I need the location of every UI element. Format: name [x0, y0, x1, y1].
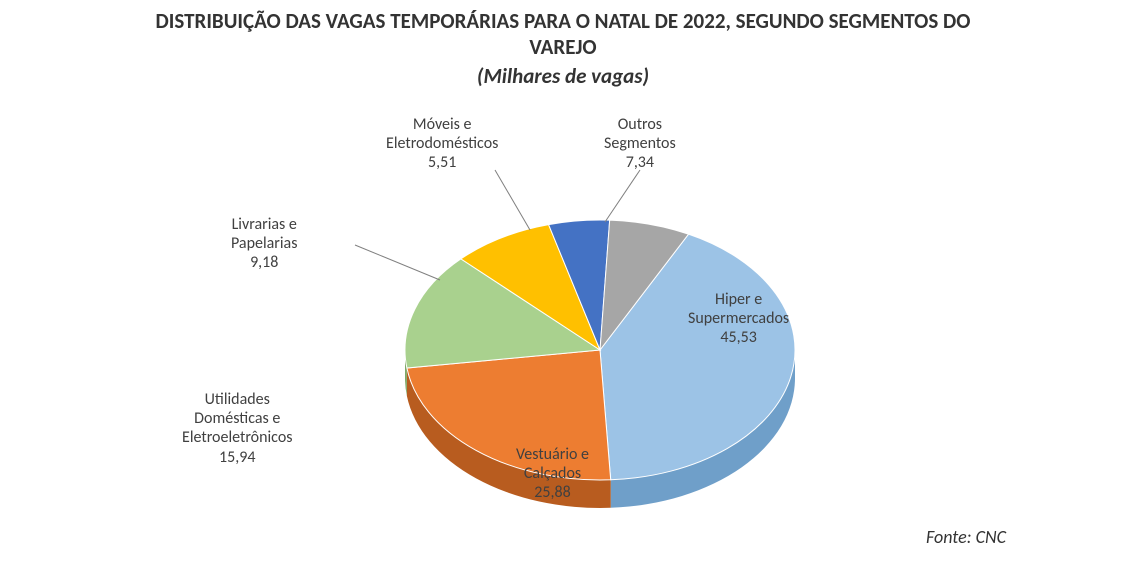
- pie-label-line: Papelarias: [231, 234, 297, 253]
- pie-label-line: 7,34: [626, 153, 654, 172]
- leader-line: [355, 245, 440, 280]
- chart-title: DISTRIBUIÇÃO DAS VAGAS TEMPORÁRIAS PARA …: [0, 0, 1126, 61]
- pie-label-line: Eletrodomésticos: [386, 134, 498, 153]
- title-line-2: VAREJO: [529, 34, 596, 60]
- pie-label-line: 15,94: [219, 448, 255, 467]
- chart-subtitle: (Milhares de vagas): [0, 63, 1126, 89]
- pie-area: Hiper eSupermercados45,53 Vestuário eCalç…: [0, 100, 1126, 540]
- pie-label-line: Utilidades: [205, 390, 270, 409]
- pie-label-line: Calçados: [524, 464, 581, 483]
- pie-label-line: Supermercados: [688, 309, 789, 328]
- pie-label-line: Livrarias e: [232, 215, 297, 234]
- pie-label: Vestuário eCalçados25,88: [516, 445, 589, 503]
- pie-label-line: 45,53: [720, 328, 756, 347]
- pie-label-line: Móveis e: [413, 115, 472, 134]
- pie-label: OutrosSegmentos7,34: [604, 115, 676, 173]
- pie-label-line: 5,51: [428, 153, 456, 172]
- pie-label: Livrarias ePapelarias9,18: [231, 215, 297, 273]
- pie-label-line: Segmentos: [604, 134, 676, 153]
- pie-label-line: Eletroeletrônicos: [182, 428, 293, 447]
- pie-label-line: Outros: [618, 115, 662, 134]
- pie-label-line: 25,88: [534, 483, 570, 502]
- title-line-1: DISTRIBUIÇÃO DAS VAGAS TEMPORÁRIAS PARA …: [156, 8, 971, 34]
- pie-label: UtilidadesDomésticas eEletroeletrônicos1…: [182, 390, 293, 467]
- leader-line: [605, 170, 640, 222]
- chart-container: DISTRIBUIÇÃO DAS VAGAS TEMPORÁRIAS PARA …: [0, 0, 1126, 576]
- pie-label-line: Hiper e: [715, 290, 762, 309]
- leader-line: [495, 170, 530, 230]
- pie-label: Hiper eSupermercados45,53: [688, 290, 789, 348]
- pie-label-line: Vestuário e: [516, 445, 589, 464]
- chart-source: Fonte: CNC: [926, 526, 1006, 548]
- pie-label-line: Domésticas e: [194, 409, 280, 428]
- pie-label: Móveis eEletrodomésticos5,51: [386, 115, 498, 173]
- pie-label-line: 9,18: [250, 253, 278, 272]
